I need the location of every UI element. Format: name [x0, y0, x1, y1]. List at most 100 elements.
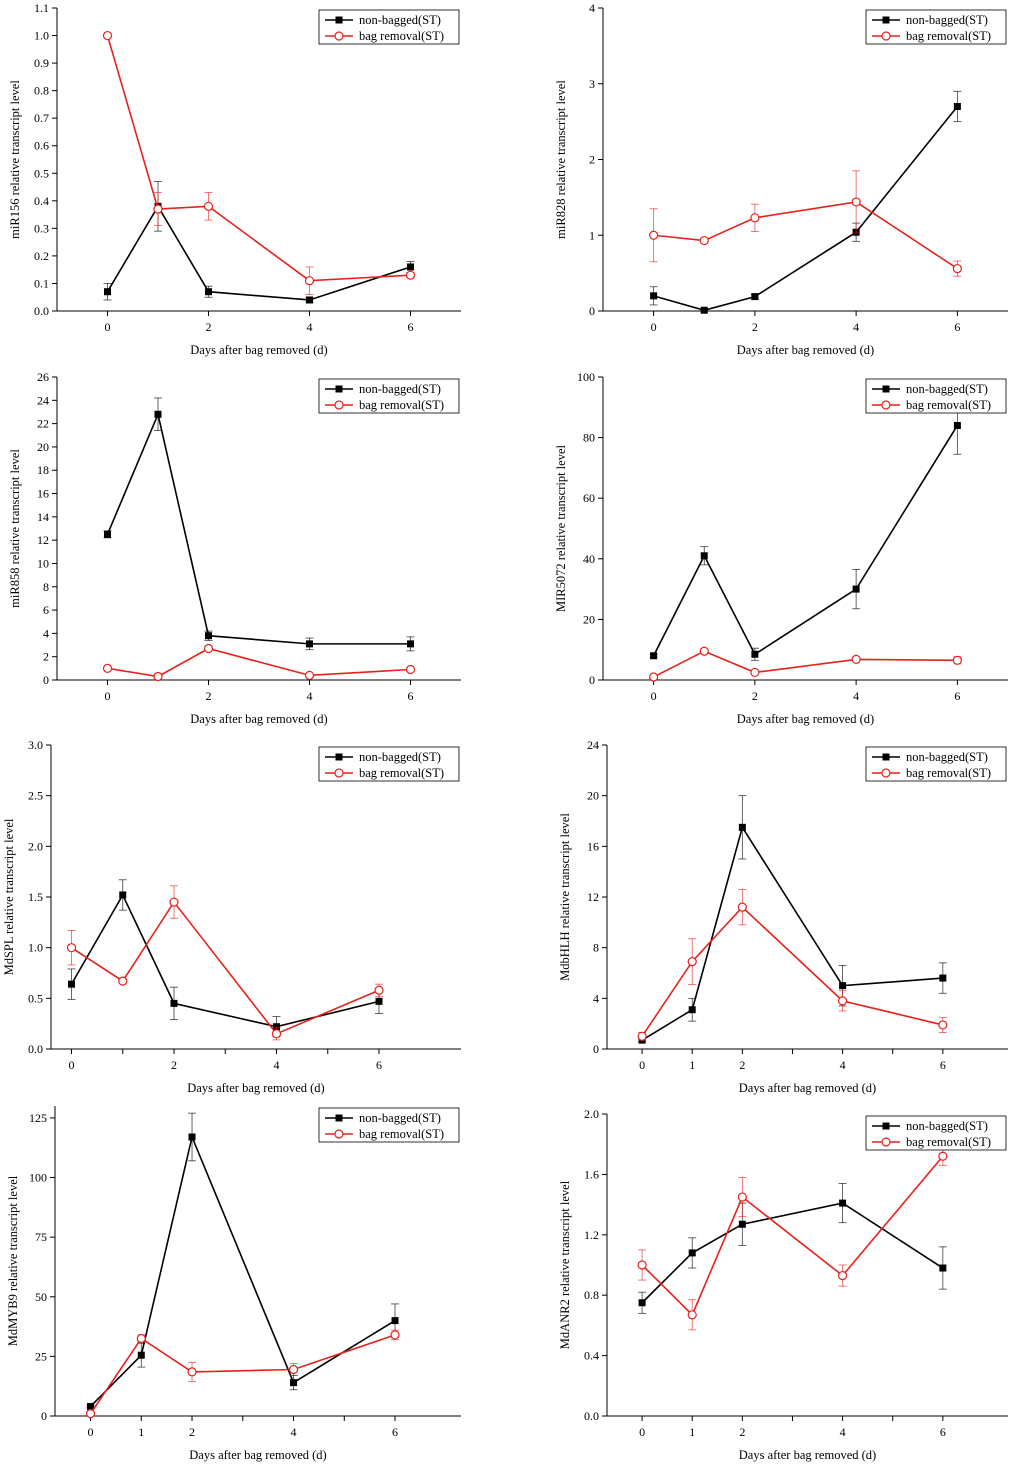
y-tick-label: 0.2	[34, 249, 49, 263]
data-point-non-bagged	[700, 306, 708, 314]
legend-label: non-bagged(ST)	[906, 750, 988, 764]
data-point-bag-removal	[649, 230, 659, 240]
legend-marker-square	[882, 385, 890, 393]
data-point-bag-removal	[687, 956, 697, 967]
data-point-bag-removal	[750, 213, 760, 223]
y-tick-label: 0	[589, 673, 595, 687]
y-tick-label: 0.1	[34, 276, 49, 290]
y-tick-label: 0.5	[34, 166, 49, 180]
data-point-bag-removal	[938, 1020, 948, 1030]
y-tick-label: 8	[593, 941, 599, 955]
y-tick-label: 1.1	[34, 1, 49, 15]
x-tick-label: 6	[376, 1058, 382, 1072]
y-tick-label: 0.3	[34, 221, 49, 235]
data-point-non-bagged	[839, 982, 847, 990]
x-axis-title: Days after bag removed (d)	[737, 712, 874, 726]
chart-panel-2: 0 1 2 3 4 0 2 4 6 Days after bag removed (d) miR82…	[554, 1, 1008, 357]
legend-label: bag removal(ST)	[906, 29, 991, 43]
y-axis-title: MIR5072 relative transcript level	[554, 444, 568, 611]
y-tick-label: 22	[37, 417, 49, 431]
x-axis-title: Days after bag removed (d)	[189, 1448, 326, 1462]
y-tick-label: 16	[587, 839, 599, 853]
x-tick-label: 2	[206, 320, 212, 334]
y-tick-label: 1.0	[34, 29, 49, 43]
y-tick-label: 3	[589, 77, 595, 91]
data-point-non-bagged	[391, 1317, 399, 1325]
y-tick-label: 0.0	[28, 1042, 43, 1056]
data-point-non-bagged	[688, 1249, 696, 1257]
legend-marker-square	[882, 1122, 890, 1130]
y-tick-label: 1.6	[584, 1167, 599, 1181]
data-point-non-bagged	[407, 263, 414, 271]
y-axis-title: MdANR2 relative transcript level	[558, 1180, 572, 1349]
data-point-bag-removal	[271, 1029, 282, 1039]
data-point-non-bagged	[154, 410, 162, 418]
data-point-bag-removal	[136, 1333, 146, 1344]
y-tick-label: 1.2	[584, 1228, 599, 1242]
x-tick-label: 0	[639, 1425, 645, 1439]
data-point-bag-removal	[687, 1310, 697, 1320]
legend-label: non-bagged(ST)	[906, 382, 988, 396]
data-point-bag-removal	[102, 30, 113, 41]
data-point-bag-removal	[699, 235, 709, 246]
y-tick-label: 1	[589, 228, 595, 242]
series-line-non-bagged	[106, 204, 411, 301]
data-point-bag-removal	[203, 643, 214, 654]
x-axis-title: Days after bag removed (d)	[737, 343, 874, 357]
x-tick-label: 0	[105, 320, 111, 334]
data-point-non-bagged	[953, 102, 961, 110]
data-point-non-bagged	[306, 296, 313, 304]
legend-label: non-bagged(ST)	[359, 382, 441, 396]
data-point-non-bagged	[751, 650, 759, 658]
data-point-non-bagged	[68, 980, 75, 988]
data-point-bag-removal	[737, 902, 747, 912]
data-point-bag-removal	[118, 976, 128, 986]
data-point-non-bagged	[738, 823, 746, 831]
y-tick-label: 2	[589, 153, 595, 167]
data-point-bag-removal	[102, 663, 113, 673]
data-point-bag-removal	[637, 1260, 647, 1270]
x-tick-label: 0	[651, 320, 657, 334]
data-point-non-bagged	[852, 585, 860, 593]
x-tick-label: 6	[392, 1425, 398, 1439]
legend-marker-circle	[881, 400, 891, 410]
legend-marker-circle	[334, 400, 344, 410]
y-tick-label: 14	[37, 510, 49, 524]
data-point-bag-removal	[750, 667, 760, 678]
data-point-bag-removal	[649, 672, 659, 682]
data-point-bag-removal	[66, 943, 77, 953]
data-point-bag-removal	[837, 1270, 848, 1281]
x-axis-title: Days after bag removed (d)	[190, 343, 327, 357]
y-tick-label: 100	[577, 370, 595, 384]
y-tick-label: 4	[589, 1, 595, 15]
series-line-non-bagged	[641, 825, 943, 1041]
y-tick-label: 18	[37, 463, 49, 477]
data-point-bag-removal	[390, 1330, 400, 1340]
data-point-non-bagged	[104, 288, 111, 296]
x-tick-label: 2	[206, 689, 212, 703]
x-tick-label: 6	[940, 1058, 946, 1072]
y-tick-label: 0	[589, 304, 595, 318]
data-point-bag-removal	[153, 671, 163, 682]
y-axis-title: miR828 relative transcript level	[554, 80, 568, 239]
chart-panel-5: 0.0 0.5 1.0 1.5 2.0 2.5 3.0 0 2 4 6 Days after bag …	[2, 738, 461, 1095]
data-point-non-bagged	[170, 999, 178, 1007]
y-tick-label: 6	[43, 603, 49, 617]
y-tick-label: 24	[37, 393, 49, 407]
data-point-non-bagged	[751, 293, 759, 301]
data-point-bag-removal	[288, 1364, 299, 1375]
x-tick-label: 6	[408, 320, 414, 334]
x-axis-title: Days after bag removed (d)	[739, 1081, 876, 1095]
data-point-non-bagged	[104, 530, 111, 538]
y-tick-label: 25	[35, 1349, 47, 1363]
y-tick-label: 0.0	[584, 1409, 599, 1423]
y-axis-title: MdbHLH relative transcript level	[558, 813, 572, 981]
x-tick-label: 4	[853, 689, 859, 703]
x-tick-label: 0	[69, 1058, 75, 1072]
legend-label: bag removal(ST)	[906, 398, 991, 412]
data-point-bag-removal	[405, 270, 416, 280]
data-point-non-bagged	[407, 640, 414, 648]
x-tick-label: 4	[291, 1425, 297, 1439]
x-tick-label: 4	[307, 320, 313, 334]
